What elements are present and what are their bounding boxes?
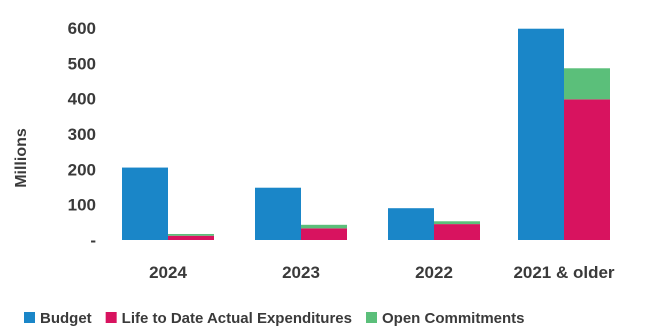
bar-budget-0	[122, 167, 168, 240]
x-tick-label: 2022	[415, 263, 453, 282]
bar-commitments-0	[168, 233, 214, 236]
y-tick-label: 400	[68, 90, 96, 109]
y-tick-label: -	[90, 231, 96, 250]
bar-commitments-1	[301, 224, 347, 229]
y-tick-label: 300	[68, 125, 96, 144]
y-tick-label: 200	[68, 160, 96, 179]
legend-swatch-0	[24, 312, 35, 323]
legend-label-2: Open Commitments	[382, 310, 525, 326]
legend-label-0: Budget	[40, 310, 92, 326]
bar-actual-1	[301, 228, 347, 240]
legend-label-1: Life to Date Actual Expenditures	[122, 310, 352, 326]
y-tick-label: 100	[68, 196, 96, 215]
y-axis-label: Millions	[13, 128, 30, 188]
x-axis: 2024 2023 2022 2021 & older	[149, 263, 615, 282]
bar-budget-1	[255, 187, 301, 240]
bar-budget-3	[518, 28, 564, 241]
bar-actual-0	[168, 235, 214, 240]
bar-commitments-2	[434, 221, 480, 225]
bar-budget-2	[388, 208, 434, 240]
y-axis: - 100 200 300 400 500 600	[68, 19, 96, 250]
x-tick-label: 2023	[282, 263, 320, 282]
y-tick-label: 600	[68, 19, 96, 38]
bar-actual-2	[434, 224, 480, 240]
legend-swatch-2	[366, 312, 377, 323]
bars	[122, 28, 610, 241]
legend-swatch-1	[105, 312, 117, 323]
x-tick-label: 2024	[149, 263, 187, 282]
y-tick-label: 500	[68, 54, 96, 73]
bar-actual-3	[564, 99, 610, 240]
bar-commitments-3	[564, 68, 610, 100]
legend: Budget Life to Date Actual Expenditures Op…	[24, 310, 525, 326]
x-tick-label: 2021 & older	[513, 263, 614, 282]
